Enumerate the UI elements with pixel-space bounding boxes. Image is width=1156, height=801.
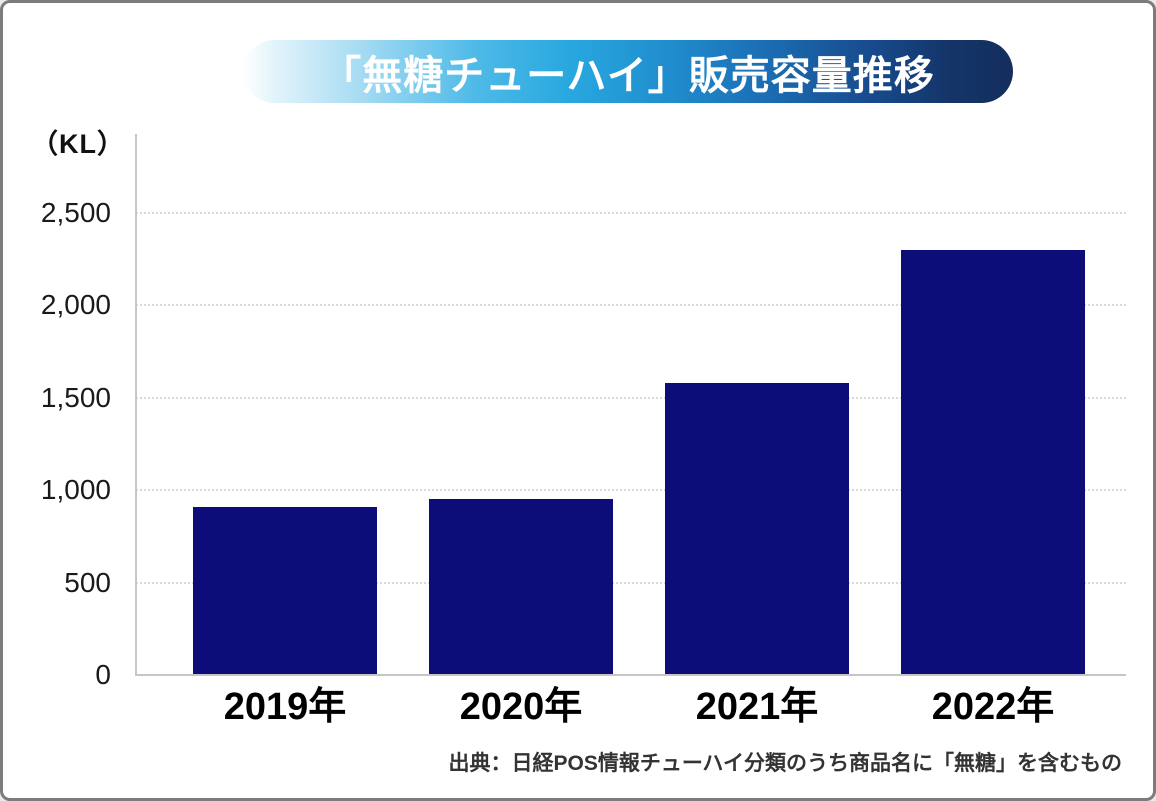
y-axis-tick-label: 0	[95, 659, 111, 690]
x-axis-label: 2022年	[931, 686, 1055, 728]
bar-2022年	[901, 249, 1085, 675]
y-axis-tick-label: 2,000	[40, 289, 111, 321]
gridline	[136, 581, 1126, 584]
chart-title-banner: 「無糖チューハイ」販売容量推移	[243, 40, 1013, 103]
x-axis-line	[135, 674, 1126, 676]
y-axis-line	[135, 134, 137, 675]
x-axis-label: 2021年	[695, 686, 819, 728]
y-axis-tick-label: 1,000	[40, 474, 111, 506]
y-axis-tick-label: 2,500	[40, 197, 111, 228]
gridline	[136, 304, 1126, 307]
gridline	[136, 212, 1126, 214]
y-axis-unit-label: （KL）	[31, 129, 125, 159]
bar-2020年	[429, 499, 613, 675]
x-axis-label: 2020年	[459, 686, 583, 728]
gridline	[136, 396, 1126, 399]
x-axis-label: 2019年	[223, 686, 347, 728]
source-note: 出典：日経POS情報チューハイ分類のうち商品名に「無糖」を含むもの	[448, 752, 1122, 775]
y-axis-tick-label: 500	[64, 566, 111, 598]
bar-2021年	[665, 383, 849, 675]
chart-title: 「無糖チューハイ」販売容量推移	[321, 53, 935, 98]
y-axis-tick-label: 1,500	[40, 381, 111, 413]
gridline	[136, 489, 1126, 492]
bar-2019年	[193, 506, 377, 675]
